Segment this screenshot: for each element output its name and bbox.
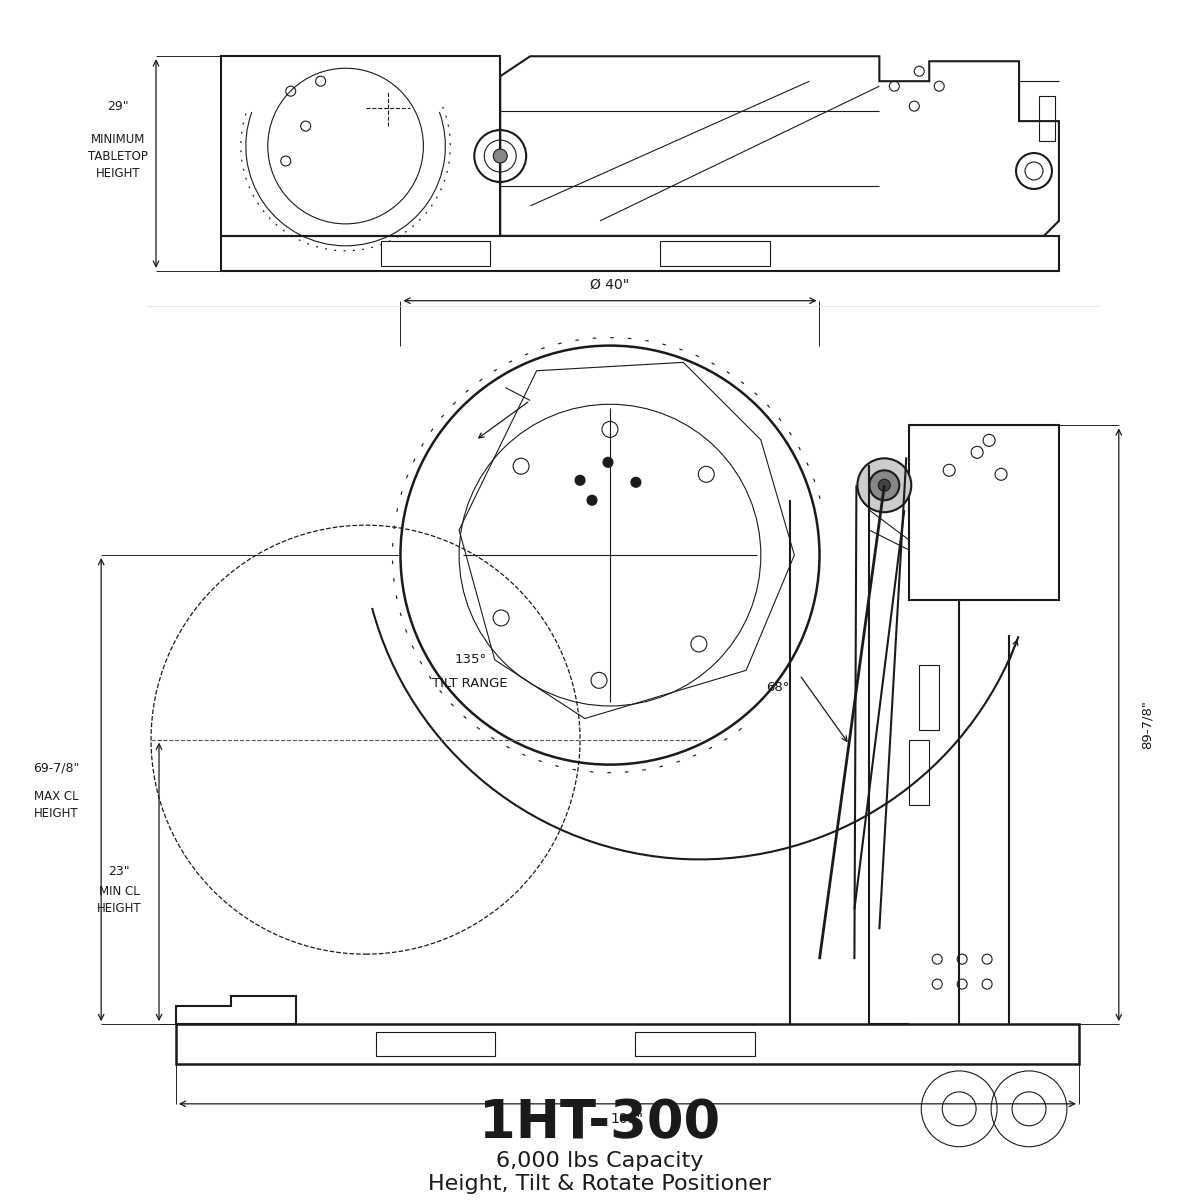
Bar	[376, 1032, 496, 1056]
Bar	[910, 739, 929, 804]
Text: 68°: 68°	[766, 682, 790, 695]
Bar	[660, 241, 769, 265]
Circle shape	[602, 457, 613, 467]
Circle shape	[587, 496, 598, 505]
Text: Height, Tilt & Rotate Positioner: Height, Tilt & Rotate Positioner	[428, 1174, 772, 1194]
Text: 89-7/8": 89-7/8"	[1140, 701, 1153, 749]
Text: MAX CL
HEIGHT: MAX CL HEIGHT	[34, 790, 78, 820]
Bar	[635, 1032, 755, 1056]
Text: 109": 109"	[611, 1111, 644, 1126]
Text: 23": 23"	[108, 865, 130, 878]
Circle shape	[858, 458, 911, 512]
Text: 6,000 lbs Capacity: 6,000 lbs Capacity	[497, 1151, 703, 1171]
Text: MINIMUM
TABLETOP
HEIGHT: MINIMUM TABLETOP HEIGHT	[88, 132, 148, 180]
Bar	[380, 241, 491, 265]
Text: 135°: 135°	[455, 653, 486, 666]
Bar	[221, 236, 1058, 271]
Circle shape	[878, 479, 890, 491]
Circle shape	[869, 470, 899, 500]
Text: TILT RANGE: TILT RANGE	[432, 677, 508, 690]
Text: MIN CL
HEIGHT: MIN CL HEIGHT	[97, 884, 142, 914]
Circle shape	[493, 149, 508, 163]
Text: 69-7/8": 69-7/8"	[34, 761, 79, 774]
Text: 29": 29"	[107, 100, 128, 113]
Bar	[176, 1024, 1079, 1064]
Text: Ø 40": Ø 40"	[590, 277, 630, 292]
Text: 1HT-300: 1HT-300	[480, 1098, 720, 1150]
Circle shape	[631, 478, 641, 487]
Bar	[910, 426, 1058, 600]
Circle shape	[575, 475, 586, 485]
Bar	[1039, 96, 1055, 142]
Bar	[919, 665, 940, 730]
